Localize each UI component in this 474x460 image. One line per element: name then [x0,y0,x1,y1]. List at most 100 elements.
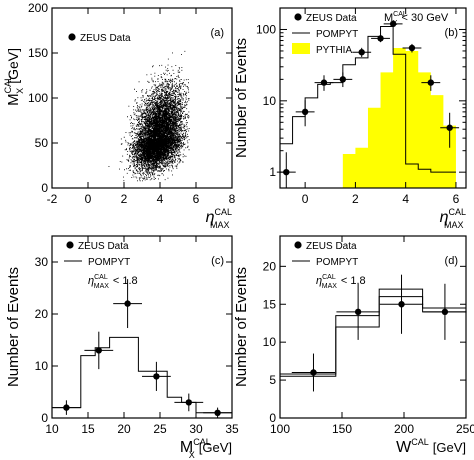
cut-annotation-sup: CAL [322,274,336,281]
cut-annotation: MCAL X < 30 GeV [384,11,449,27]
legend-entry: POMPYT [292,29,358,40]
cut-annotation-tail: < 30 GeV [401,12,448,24]
cut-annotation-main: M [384,12,393,24]
data-point [336,283,380,340]
x-axis-title: MCAL X [GeV] [180,437,232,460]
y-axis-title-main: Number of Events [233,267,250,387]
data-point [174,393,204,412]
data-point [352,47,372,58]
data-point [402,43,422,53]
x-axis-title-sub: X [189,450,195,460]
y-axis-title-main: M [5,93,22,106]
data-point [383,20,403,28]
x-tick-label: 30 [189,422,203,436]
y-tick-label: 20 [263,259,277,273]
panel-label: (a) [211,27,224,39]
legend-entry: ZEUS Data [294,13,357,24]
data-marker [214,409,221,416]
x-axis-title: WCAL [GeV] [396,437,466,456]
x-tick-label: 15 [81,422,95,436]
data-marker [389,20,397,28]
y-tick-label: 10 [263,94,277,108]
data-point [203,407,232,418]
legend-entry: POMPYT [64,257,130,268]
data-point [440,112,460,148]
y-tick-label: 200 [28,1,48,15]
pompyt-histogram-0 [280,26,456,173]
data-point [314,75,334,91]
legend-label: POMPYT [316,257,358,268]
x-tick-label: 25 [153,422,167,436]
data-marker [185,399,192,406]
x-tick-label: 0 [302,192,309,206]
y-axis-title: Number of Events [233,38,250,158]
x-axis-title: ηCAL MAX [440,207,466,230]
y-tick-label: 30 [35,255,49,269]
data-point [84,331,114,370]
cut-annotation-main: η [316,275,322,287]
x-tick-label: 250 [456,422,474,436]
y-axis-title-main: Number of Events [5,267,22,387]
cut-annotation-main: η [88,275,94,287]
y-tick-label: 100 [28,91,48,105]
cut-annotation-tail: < 1.8 [113,275,138,287]
legend-label: ZEUS Data [78,241,129,252]
data-marker [358,49,365,56]
legend-dot-icon [294,13,302,21]
data-point [379,274,424,334]
legend-label: POMPYT [316,29,358,40]
panel-label: (d) [445,255,458,267]
x-axis-title-main: M [180,439,193,456]
x-axis-title-unit: [GeV] [433,440,466,455]
y-tick-label: 0 [41,411,48,425]
data-marker [339,76,347,83]
data-point [295,100,315,127]
plot-frame [279,235,467,419]
data-point [333,72,353,88]
x-axis-title-sup: CAL [193,437,211,447]
data-marker [63,404,70,411]
x-tick-label: 0 [85,192,92,206]
legend-label: ZEUS Data [306,241,357,252]
x-tick-label: 2 [352,192,359,206]
x-tick-label: -2 [47,192,58,206]
y-axis-title-unit: [GeV] [5,48,21,84]
y-tick-label: 1 [269,165,276,179]
y-axis-title-sup: CAL [3,76,13,94]
x-axis-title-unit: [GeV] [199,440,232,455]
data-marker [301,108,309,116]
x-axis-title: ηCAL MAX [206,207,232,230]
data-point [142,361,171,391]
data-marker [408,44,416,52]
data-marker [310,369,317,376]
cut-annotation-tail: < 1.8 [341,275,366,287]
x-tick-label: 20 [117,422,131,436]
pompyt-histogram-0 [52,336,232,414]
legend-entry: ZEUS Data [68,33,131,44]
y-tick-label: 100 [256,22,276,36]
pompyt-histogram-0 [280,288,466,377]
data-marker [95,347,103,354]
legend-fill-icon [292,43,310,54]
plot-frame [51,235,233,419]
data-point [52,400,81,415]
data-point [421,75,441,91]
legend-dot-icon [68,33,76,41]
y-tick-label: 150 [28,46,48,60]
pythia-histogram-fill [317,48,456,188]
y-tick-label: 10 [35,359,49,373]
x-tick-label: 4 [157,192,164,206]
cut-annotation-sub: X [393,20,398,27]
data-marker [124,300,131,307]
x-axis-title-sup: CAL [448,207,466,217]
legend-label: PYTHIA [316,45,352,56]
x-tick-label: 2 [121,192,128,206]
legend-entry: ZEUS Data [66,241,129,252]
data-marker [398,301,405,308]
x-tick-label: 6 [193,192,200,206]
x-tick-label: 35 [225,422,239,436]
data-point [371,34,390,43]
data-marker [441,308,449,316]
